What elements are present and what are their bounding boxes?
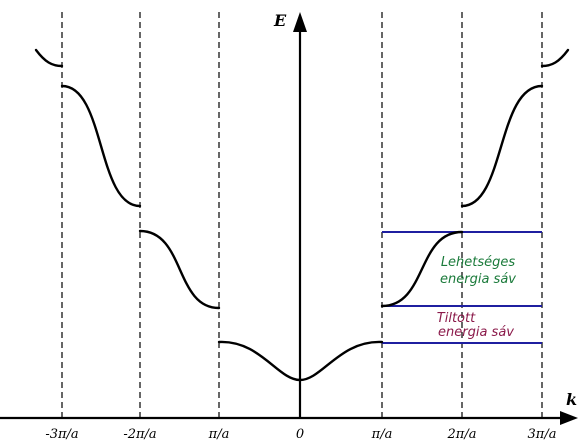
band-4-left-curve xyxy=(34,48,64,68)
band-2-left-curve xyxy=(138,229,221,310)
forbidden-band-label-line1: Tiltott xyxy=(437,311,476,326)
k-axis-label: k xyxy=(566,390,577,409)
energy-axis-label: E xyxy=(273,11,287,30)
band-2-right-curve xyxy=(380,230,464,308)
band-3-left-curve xyxy=(60,84,142,208)
tick-labels: -3π/a -2π/a π/a 0 π/a 2π/a 3π/a xyxy=(45,427,556,442)
tick-label-neg2: -2π/a xyxy=(123,427,156,442)
k-axis-arrowhead xyxy=(560,411,578,425)
allowed-band-label-line2: energia sáv xyxy=(440,272,516,287)
band-3-right-curve xyxy=(460,84,544,208)
band-4-right-curve xyxy=(540,48,570,68)
energy-axis-arrowhead xyxy=(293,12,307,32)
tick-label-pos3: 3π/a xyxy=(528,427,557,442)
axes xyxy=(0,12,578,425)
allowed-band-annotation: Lehetséges energia sáv xyxy=(440,255,516,287)
zone-boundary-lines xyxy=(61,12,543,418)
tick-label-neg1: π/a xyxy=(208,427,230,442)
tick-label-origin: 0 xyxy=(296,427,304,442)
forbidden-band-annotation: Tiltott energia sáv xyxy=(437,311,515,340)
tick-label-pos1: π/a xyxy=(371,427,393,442)
tick-label-pos2: 2π/a xyxy=(447,427,477,442)
allowed-band-label-line1: Lehetséges xyxy=(441,255,516,270)
forbidden-band-label-line2: energia sáv xyxy=(438,325,514,340)
tick-label-neg3: -3π/a xyxy=(45,427,78,442)
